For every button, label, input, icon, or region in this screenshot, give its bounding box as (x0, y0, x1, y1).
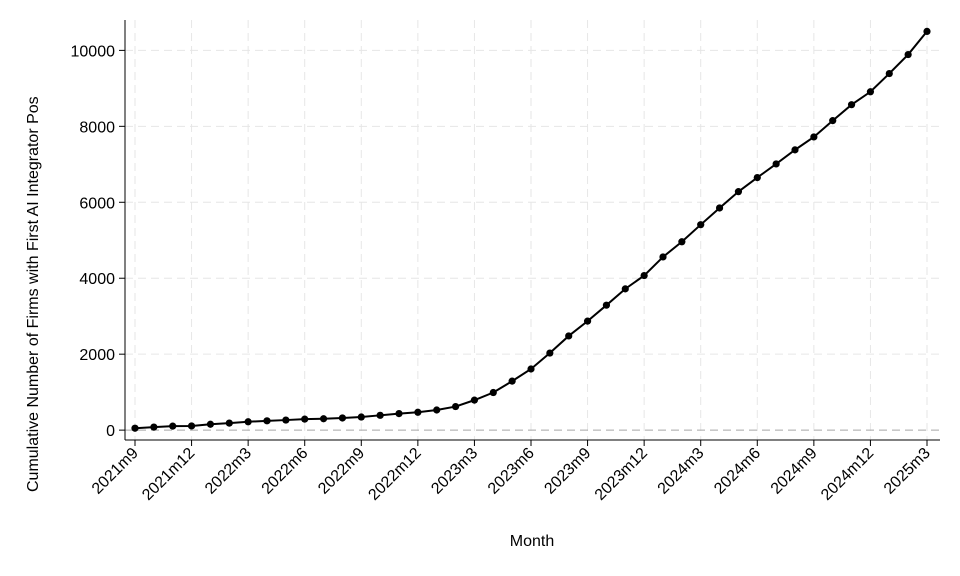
point (640, 271, 648, 280)
y-tick-label: 2000 (79, 347, 115, 364)
point (414, 408, 422, 416)
point (697, 221, 705, 229)
x-tick-label: 2025m3 (881, 445, 934, 498)
point (150, 423, 158, 431)
point (244, 418, 252, 426)
point (282, 416, 290, 424)
x-axis-title: Month (510, 533, 554, 550)
point (527, 365, 535, 373)
point (225, 419, 233, 427)
point (715, 204, 724, 212)
x-tick-label: 2024m12 (818, 445, 877, 504)
point (621, 285, 629, 293)
x-tick-label: 2024m6 (711, 445, 764, 498)
y-tick-label: 8000 (79, 119, 115, 136)
point (885, 69, 893, 78)
x-tick-label: 2022m3 (202, 445, 255, 498)
point (131, 424, 139, 432)
point (810, 133, 818, 141)
x-tick-label: 2024m3 (655, 445, 708, 498)
point (470, 396, 479, 404)
point (395, 410, 403, 418)
point (338, 414, 347, 422)
point (489, 388, 497, 397)
x-tick-label: 2022m9 (315, 445, 368, 498)
point (791, 146, 799, 154)
point (678, 238, 686, 246)
point (866, 88, 875, 96)
x-tick-label: 2024m9 (768, 445, 821, 498)
point (923, 27, 931, 35)
point (904, 50, 912, 59)
point (187, 422, 196, 430)
y-axis-title: Cumulative Number of Firms with First AI… (25, 96, 42, 492)
y-tick-label: 4000 (79, 271, 115, 288)
point (734, 188, 743, 196)
point (301, 415, 309, 423)
x-tick-label: 2022m12 (365, 445, 424, 504)
y-tick-label: 0 (106, 423, 115, 440)
point (376, 411, 384, 419)
x-tick-label: 2022m6 (259, 445, 312, 498)
point (546, 349, 554, 357)
point (772, 160, 780, 168)
point (602, 301, 611, 309)
x-tick-label: 2021m12 (139, 445, 198, 504)
point (847, 101, 856, 109)
point (829, 117, 837, 125)
point (206, 420, 215, 428)
point (433, 406, 441, 414)
x-tick-label: 2023m12 (592, 445, 651, 504)
y-tick-label: 10000 (71, 43, 116, 60)
x-tick-label: 2023m3 (428, 445, 481, 498)
point (753, 173, 761, 182)
point (319, 415, 328, 423)
point (263, 417, 271, 425)
point (565, 332, 573, 340)
x-tick-label: 2023m9 (541, 445, 594, 498)
x-tick-label: 2021m9 (89, 445, 142, 498)
point (357, 413, 365, 421)
point (169, 422, 177, 430)
point (583, 317, 592, 325)
y-tick-label: 6000 (79, 195, 115, 212)
point (508, 377, 516, 385)
point (659, 253, 667, 261)
x-tick-label: 2023m6 (485, 445, 538, 498)
point (451, 402, 460, 411)
